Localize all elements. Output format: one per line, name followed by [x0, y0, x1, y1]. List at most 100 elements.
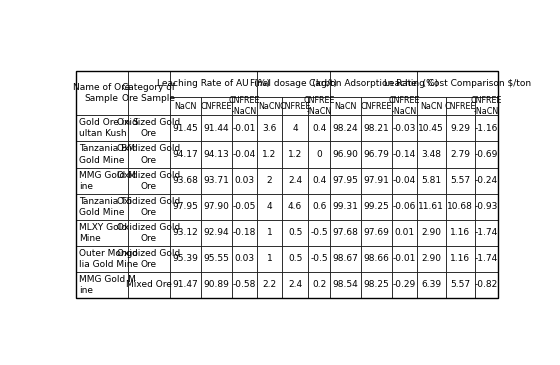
Bar — [330, 97, 361, 115]
Text: 6.39: 6.39 — [421, 280, 441, 289]
Bar — [330, 193, 361, 220]
Text: 2.4: 2.4 — [288, 176, 302, 185]
Bar — [446, 246, 475, 272]
Bar — [256, 97, 282, 115]
Text: 0.5: 0.5 — [288, 254, 302, 263]
Text: 0.03: 0.03 — [234, 176, 254, 185]
Bar — [417, 246, 446, 272]
Text: CNFREE: CNFREE — [200, 102, 232, 111]
Bar — [282, 142, 308, 168]
Bar — [170, 220, 201, 246]
Text: -0.69: -0.69 — [474, 150, 498, 159]
Text: NaCN: NaCN — [175, 102, 197, 111]
Bar — [256, 220, 282, 246]
Bar — [232, 97, 256, 115]
Text: CNFREE
-NaCN: CNFREE -NaCN — [389, 96, 420, 116]
Bar — [128, 272, 170, 298]
Text: Category of
Ore Sample: Category of Ore Sample — [123, 83, 175, 103]
Bar — [446, 115, 475, 142]
Bar — [76, 220, 128, 246]
Text: -0.58: -0.58 — [232, 280, 256, 289]
Bar — [282, 272, 308, 298]
Bar — [446, 193, 475, 220]
Bar — [392, 220, 417, 246]
Bar — [475, 193, 498, 220]
Bar — [330, 168, 361, 193]
Bar — [446, 272, 475, 298]
Text: -0.03: -0.03 — [393, 124, 416, 133]
Bar — [446, 220, 475, 246]
Bar — [128, 142, 170, 168]
Text: Oxidized Gold
Ore: Oxidized Gold Ore — [117, 249, 180, 269]
Text: -1.74: -1.74 — [475, 228, 498, 237]
Text: 0.6: 0.6 — [312, 202, 326, 211]
Bar — [446, 97, 475, 115]
Bar — [308, 97, 330, 115]
Text: 0.03: 0.03 — [234, 254, 254, 263]
Bar — [475, 220, 498, 246]
Text: 99.31: 99.31 — [333, 202, 358, 211]
Text: 90.89: 90.89 — [203, 280, 230, 289]
Bar — [330, 246, 361, 272]
Text: 97.90: 97.90 — [203, 202, 230, 211]
Bar — [475, 168, 498, 193]
Bar — [128, 246, 170, 272]
Text: 5.57: 5.57 — [450, 176, 470, 185]
Bar — [361, 220, 392, 246]
Bar — [417, 220, 446, 246]
Bar — [475, 115, 498, 142]
Text: CNFREE
-NaCN: CNFREE -NaCN — [228, 96, 260, 116]
Text: Mixed Ore: Mixed Ore — [126, 280, 172, 289]
Bar — [256, 115, 282, 142]
Bar — [170, 168, 201, 193]
Text: Oxidized Gold
Ore: Oxidized Gold Ore — [117, 170, 180, 191]
Text: 97.95: 97.95 — [172, 202, 199, 211]
Text: CNFREE: CNFREE — [279, 102, 311, 111]
Text: Tanzania BM
Gold Mine: Tanzania BM Gold Mine — [80, 145, 136, 165]
Text: NaCN: NaCN — [334, 102, 357, 111]
Bar — [475, 246, 498, 272]
Text: 1.16: 1.16 — [450, 228, 470, 237]
Text: -1.74: -1.74 — [475, 254, 498, 263]
Text: 2: 2 — [267, 176, 272, 185]
Bar — [76, 71, 498, 298]
Bar — [392, 97, 417, 115]
Text: 1.2: 1.2 — [288, 150, 302, 159]
Bar — [330, 220, 361, 246]
Text: NaCN: NaCN — [420, 102, 442, 111]
Bar — [475, 142, 498, 168]
Bar — [201, 168, 232, 193]
Bar — [417, 272, 446, 298]
Bar — [392, 193, 417, 220]
Text: -0.04: -0.04 — [393, 176, 416, 185]
Text: MLXY Gold
Mine: MLXY Gold Mine — [80, 223, 127, 243]
Bar — [128, 115, 170, 142]
Bar — [256, 246, 282, 272]
Text: 1.16: 1.16 — [450, 254, 470, 263]
Bar — [308, 220, 330, 246]
Text: -1.16: -1.16 — [474, 124, 498, 133]
Bar — [76, 272, 128, 298]
Text: Final dosage  (kg/t): Final dosage (kg/t) — [250, 79, 337, 88]
Text: 98.21: 98.21 — [363, 124, 389, 133]
Bar — [446, 142, 475, 168]
Bar — [361, 272, 392, 298]
Bar — [170, 97, 201, 115]
Text: 94.17: 94.17 — [173, 150, 199, 159]
Bar — [128, 193, 170, 220]
Text: CNFREE
-NaCN: CNFREE -NaCN — [470, 96, 502, 116]
Bar — [417, 71, 498, 97]
Bar — [201, 246, 232, 272]
Text: 91.45: 91.45 — [173, 124, 199, 133]
Text: 4: 4 — [267, 202, 272, 211]
Text: 5.57: 5.57 — [450, 280, 470, 289]
Bar — [308, 115, 330, 142]
Bar — [128, 168, 170, 193]
Bar — [392, 142, 417, 168]
Bar — [170, 142, 201, 168]
Bar — [201, 142, 232, 168]
Text: -0.01: -0.01 — [232, 124, 256, 133]
Bar — [361, 115, 392, 142]
Bar — [475, 272, 498, 298]
Text: 10.45: 10.45 — [418, 124, 444, 133]
